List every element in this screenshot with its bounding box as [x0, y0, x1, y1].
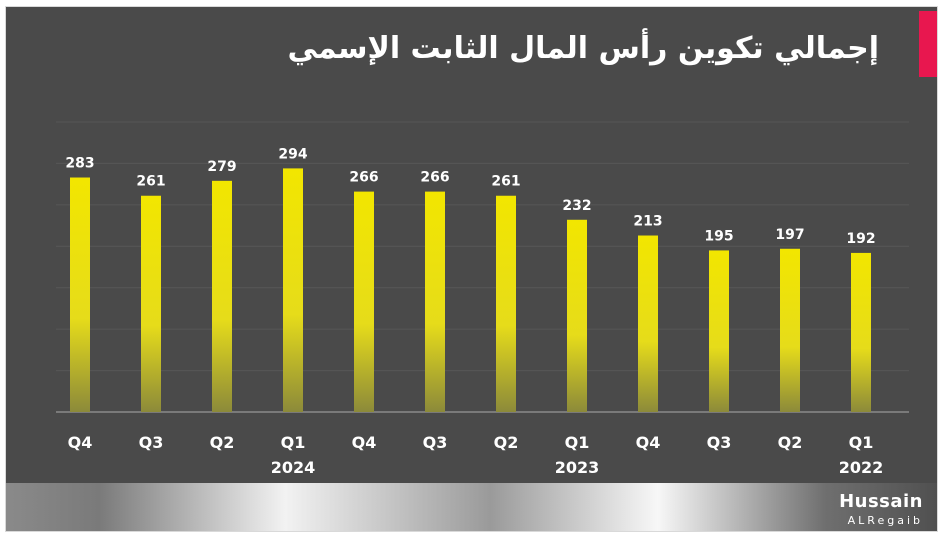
bar — [283, 168, 303, 412]
bar-value-label: 283 — [65, 156, 94, 172]
x-tick-label: Q3 — [707, 433, 732, 452]
x-tick-labels: Q4 Q3 Q2 Q1 Q4 Q3 Q2 Q1 Q4 Q3 Q2 Q1 — [68, 433, 874, 452]
bar — [567, 219, 587, 412]
bar-value-label: 232 — [562, 198, 591, 214]
x-tick-label: Q4 — [636, 433, 661, 452]
year-labels: 2024 2023 2022 — [271, 458, 884, 477]
bar — [496, 195, 516, 412]
bar-value-label: 192 — [846, 231, 875, 247]
value-labels: 283 261 279 294 266 266 261 232 213 195 197 192 — [65, 146, 875, 247]
bar — [425, 191, 445, 412]
x-tick-label: Q4 — [68, 433, 93, 452]
gridlines — [56, 121, 909, 413]
chart-frame: إجمالي تكوين رأس المال الثابت الإسمي 283… — [5, 6, 938, 532]
bar — [141, 195, 161, 412]
x-tick-label: Q3 — [139, 433, 164, 452]
bar — [638, 235, 658, 412]
bar-value-label: 195 — [704, 228, 733, 244]
bar — [354, 191, 374, 412]
x-tick-label: Q4 — [352, 433, 377, 452]
bar — [851, 252, 871, 412]
chart-title: إجمالي تكوين رأس المال الثابت الإسمي — [287, 31, 879, 66]
x-tick-label: Q1 — [849, 433, 874, 452]
x-tick-label: Q1 — [281, 433, 306, 452]
bar — [780, 248, 800, 412]
brand-subtitle: ALRegaib — [847, 514, 923, 527]
bar — [212, 180, 232, 412]
footer-band — [6, 483, 937, 531]
bar-value-label: 266 — [420, 170, 449, 186]
x-tick-label: Q1 — [565, 433, 590, 452]
bar-value-label: 266 — [349, 170, 378, 186]
bar-value-label: 213 — [633, 214, 662, 230]
accent-bar — [919, 11, 937, 77]
bar-value-label: 261 — [136, 174, 165, 190]
year-label: 2024 — [271, 458, 316, 477]
x-tick-label: Q3 — [423, 433, 448, 452]
bar-value-label: 294 — [278, 146, 307, 162]
x-tick-label: Q2 — [210, 433, 235, 452]
bar-value-label: 279 — [207, 159, 236, 175]
x-tick-label: Q2 — [778, 433, 803, 452]
year-label: 2023 — [555, 458, 600, 477]
x-tick-label: Q2 — [494, 433, 519, 452]
bar-value-label: 261 — [491, 174, 520, 190]
bar-value-label: 197 — [775, 227, 804, 243]
year-label: 2022 — [839, 458, 884, 477]
bar — [709, 250, 729, 412]
bar — [70, 177, 90, 412]
brand-name: Hussain — [839, 491, 923, 512]
bars — [70, 168, 871, 412]
